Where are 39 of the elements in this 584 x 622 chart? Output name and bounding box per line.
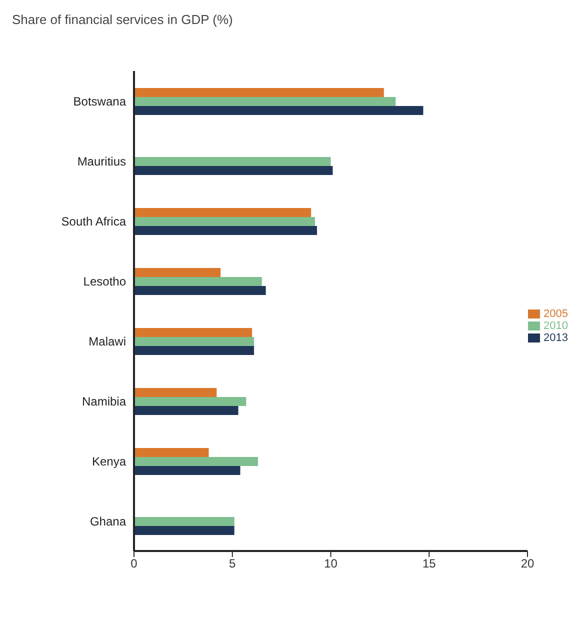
y-tick-label: Kenya xyxy=(92,454,126,468)
bar xyxy=(134,388,217,397)
bar xyxy=(134,157,331,166)
y-tick-label: Malawi xyxy=(88,334,126,348)
bar xyxy=(134,208,312,217)
bar xyxy=(134,517,234,526)
bar xyxy=(134,286,266,295)
bar xyxy=(134,346,254,355)
bar xyxy=(134,268,221,277)
x-tick-label: 0 xyxy=(130,556,138,571)
bar xyxy=(134,457,258,466)
x-tick-label: 10 xyxy=(324,556,338,571)
bar xyxy=(134,328,252,337)
bar xyxy=(134,406,238,415)
legend-label: 2013 xyxy=(544,332,568,344)
y-tick-label: South Africa xyxy=(61,214,126,228)
bar xyxy=(134,466,240,475)
bar xyxy=(134,448,209,457)
y-tick-label: Namibia xyxy=(82,394,126,408)
bar xyxy=(134,226,317,235)
y-tick-label: Ghana xyxy=(90,514,126,528)
y-tick-label: Lesotho xyxy=(83,274,126,288)
x-tick-label: 5 xyxy=(229,556,236,571)
legend-label: 2010 xyxy=(544,320,568,332)
bar xyxy=(134,337,254,346)
x-tick-label: 15 xyxy=(422,556,436,571)
legend-label: 2005 xyxy=(544,308,568,320)
bar xyxy=(134,106,424,115)
bar xyxy=(134,217,316,226)
chart-title: Share of financial services in GDP (%) xyxy=(12,12,233,27)
bar xyxy=(134,277,262,286)
bar xyxy=(134,166,333,175)
bar xyxy=(134,88,384,97)
y-tick-label: Mauritius xyxy=(77,154,126,168)
y-tick-label: Botswana xyxy=(73,94,126,108)
bar xyxy=(134,97,396,106)
x-tick-label: 20 xyxy=(520,556,535,571)
bar xyxy=(134,526,234,535)
bar xyxy=(134,397,246,406)
